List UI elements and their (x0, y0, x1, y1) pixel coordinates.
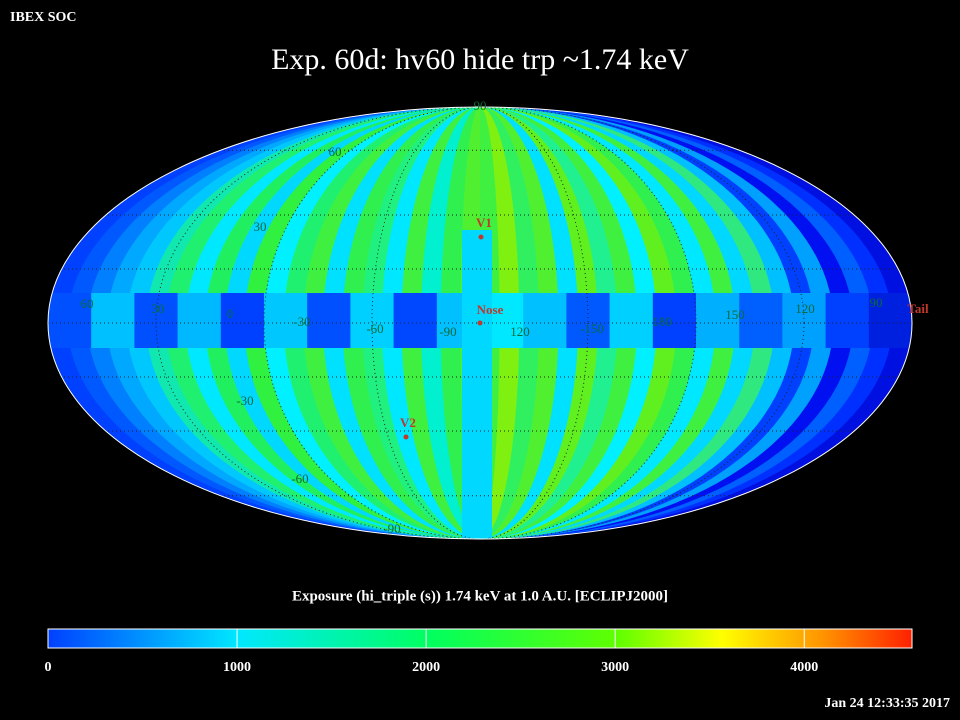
latitude-label: -90 (383, 521, 400, 536)
longitude-label: -30 (293, 314, 310, 329)
equator-band (48, 293, 92, 348)
marker-label: Tail (907, 301, 929, 316)
colorbar-ticks: 0 1000 2000 3000 4000 (45, 629, 818, 675)
longitude-label: -90 (439, 324, 456, 339)
equator-band (220, 293, 265, 348)
longitude-label: 30 (152, 301, 165, 316)
equator-band (652, 293, 697, 348)
marker-label: V1 (476, 215, 492, 230)
latitude-label: 60 (329, 144, 342, 159)
longitude-label: 60 (81, 296, 94, 311)
colorbar-label: Exposure (hi_triple (s)) 1.74 keV at 1.0… (292, 588, 668, 604)
longitude-label: -150 (580, 321, 604, 336)
equator-band (696, 293, 740, 348)
timestamp: Jan 24 12:33:35 2017 (824, 696, 950, 711)
colorbar-tick-label: 0 (45, 660, 52, 675)
latitude-label: -60 (291, 471, 308, 486)
latitude-label: 30 (254, 219, 267, 234)
sky-map (48, 107, 912, 539)
map-labels: 60 30 0 -30 -60 -90 120 -150 180 150 120 90 90 60 30 -3… (81, 98, 929, 536)
longitude-label: 90 (870, 295, 883, 310)
equator-band (523, 293, 567, 348)
colorbar-tick-label: 3000 (601, 660, 629, 675)
equator-band (134, 293, 178, 348)
marker-dot (403, 434, 409, 440)
longitude-label: 180 (652, 314, 672, 329)
marker-label: Nose (477, 302, 504, 317)
latitude-label: 90 (474, 98, 487, 113)
equator-band (307, 293, 351, 348)
equator-band (739, 293, 783, 348)
equator-band (91, 293, 135, 348)
marker-dot (477, 320, 483, 326)
colorbar (47, 628, 913, 649)
longitude-label: 0 (227, 306, 234, 321)
longitude-label: -60 (366, 321, 383, 336)
central-strip (462, 230, 492, 539)
map-border (47, 106, 913, 540)
equator-band (609, 293, 654, 348)
equator-band (782, 293, 826, 348)
longitude-label: 150 (725, 307, 745, 322)
latitude-label: -30 (236, 393, 253, 408)
app-label: IBEX SOC (10, 10, 77, 25)
equator-band (393, 293, 438, 348)
equator-band (825, 293, 870, 348)
marker-dot (478, 234, 484, 240)
equator-band (264, 293, 308, 348)
longitude-label: 120 (795, 301, 815, 316)
colorbar-tick-label: 4000 (790, 660, 818, 675)
colorbar-tick-label: 2000 (412, 660, 440, 675)
equator-band (177, 293, 222, 348)
longitude-label: 120 (510, 324, 530, 339)
equator-band (868, 293, 912, 348)
title: Exp. 60d: hv60 hide trp ~1.74 keV (271, 43, 689, 76)
marker-label: V2 (400, 415, 416, 430)
colorbar-tick-label: 1000 (223, 660, 251, 675)
